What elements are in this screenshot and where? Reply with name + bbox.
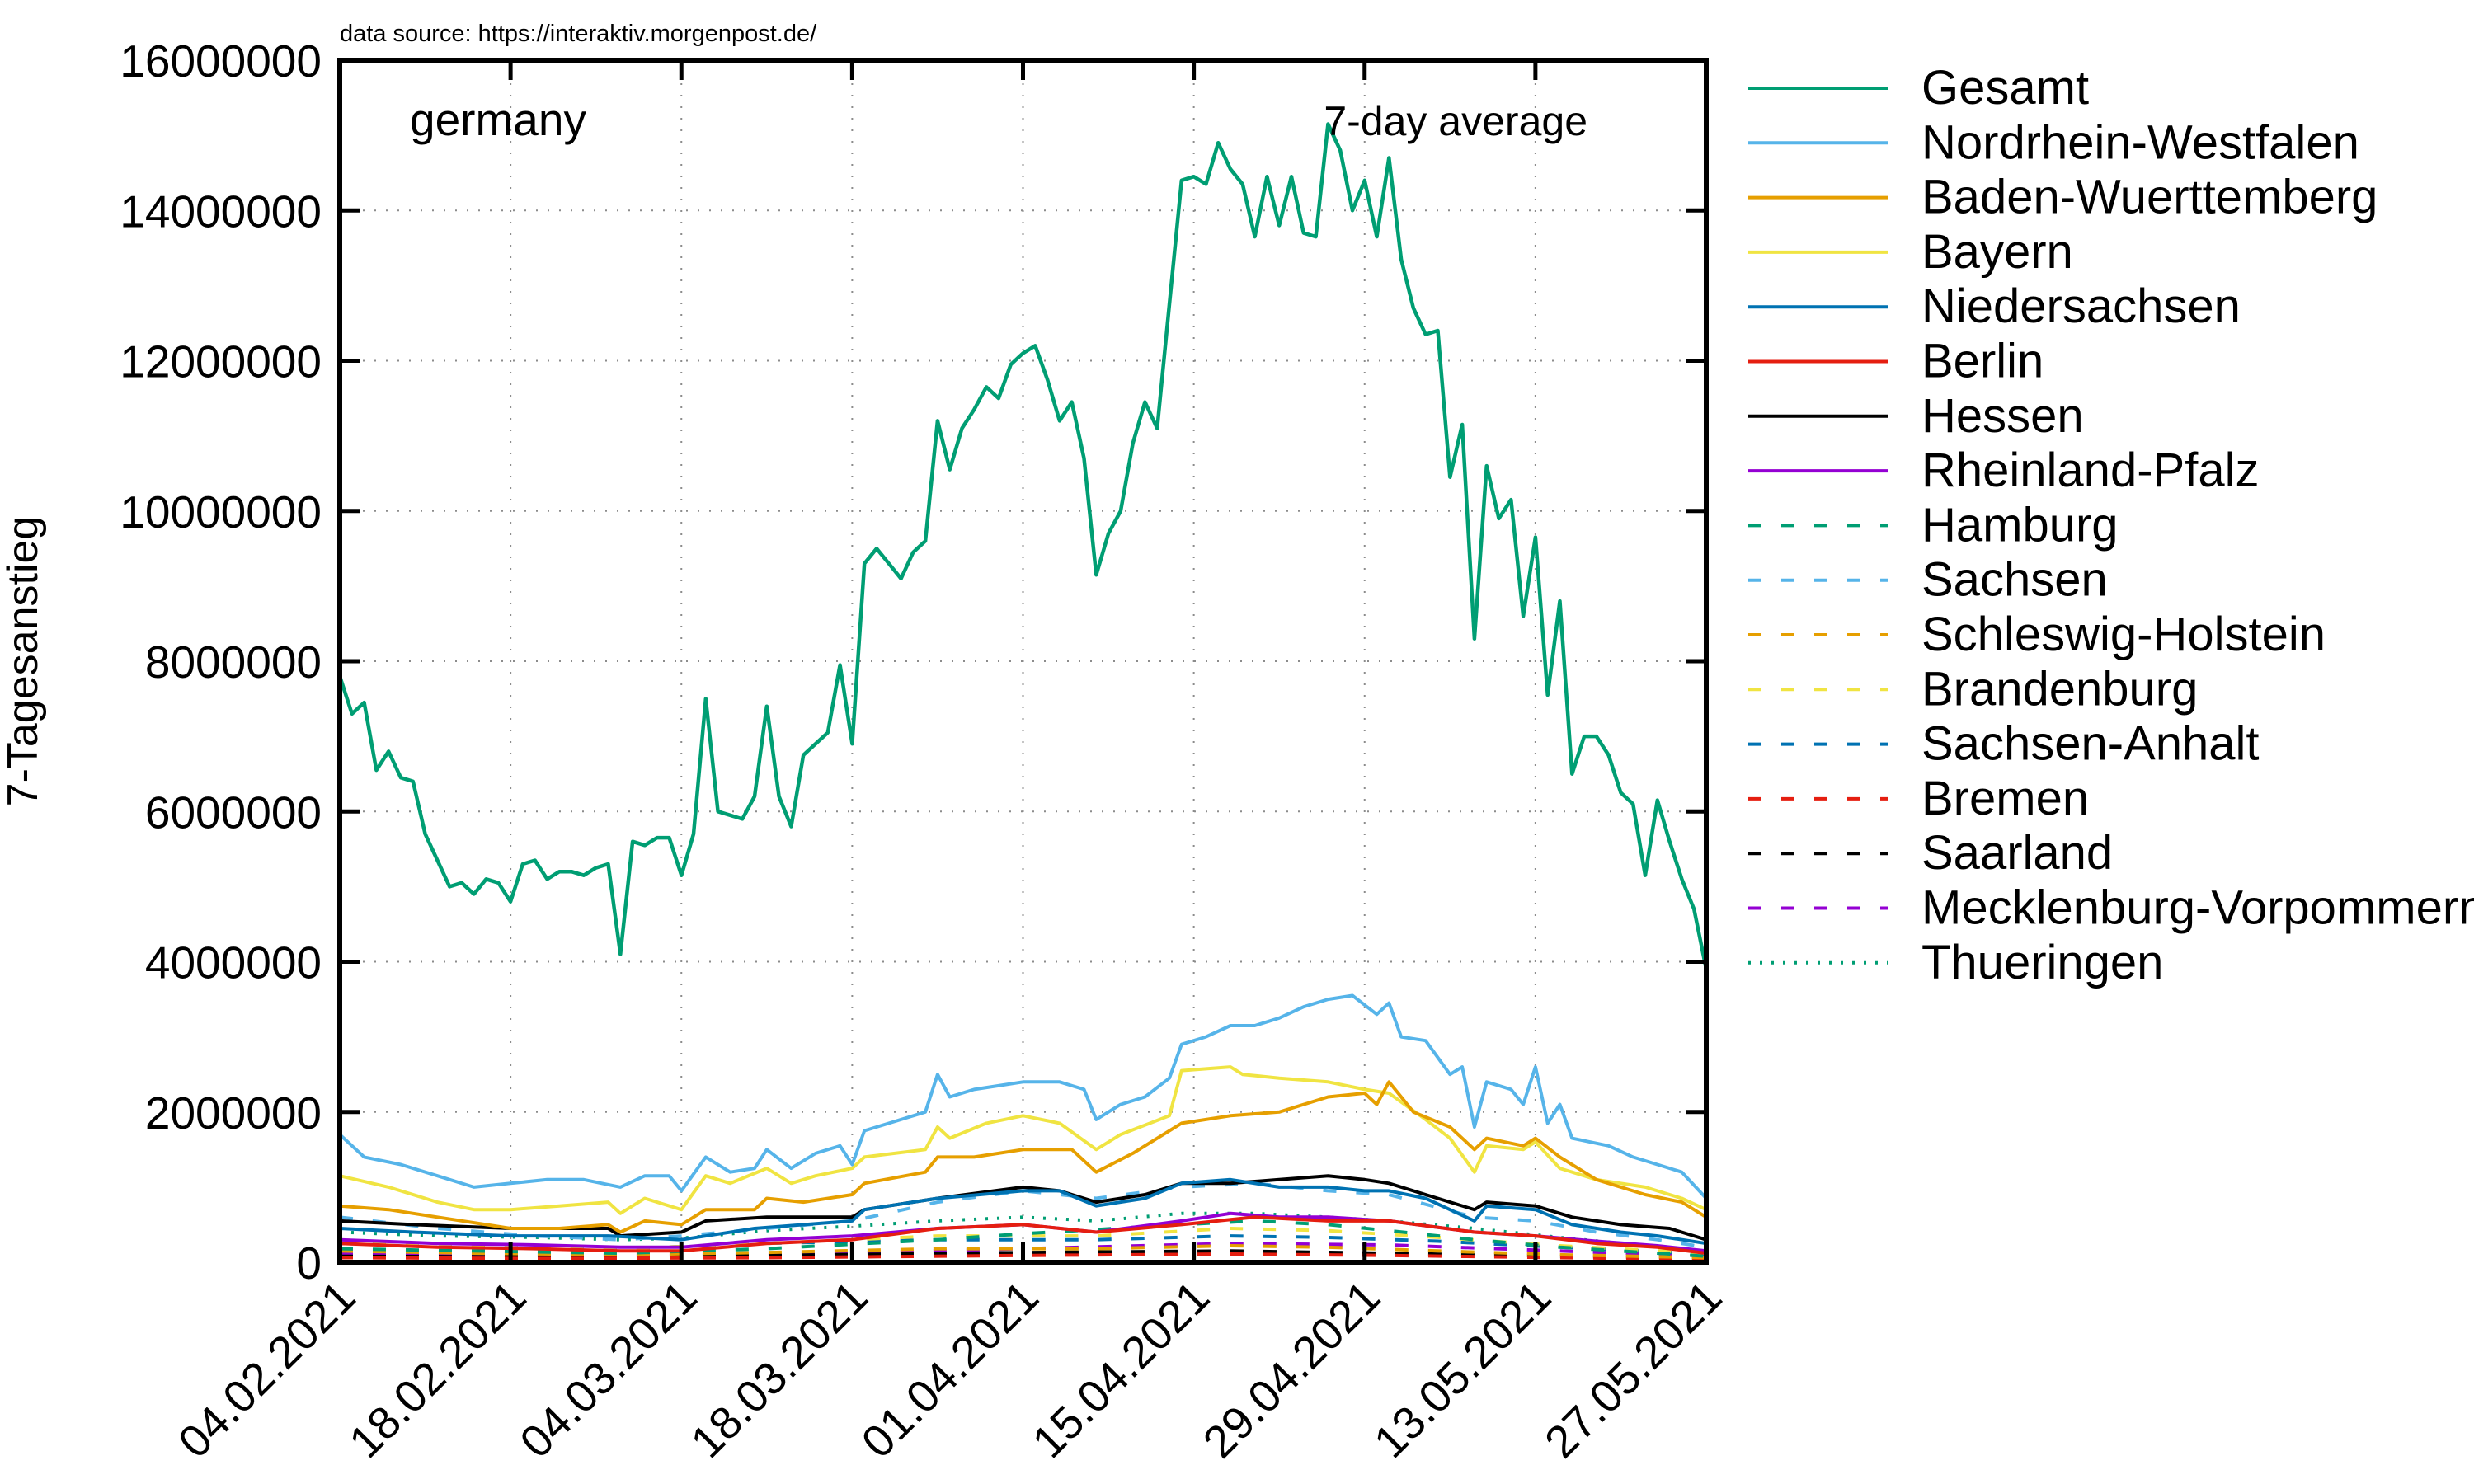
legend-item: Niedersachsen	[1748, 279, 2241, 333]
y-tick-label: 10000000	[120, 486, 322, 538]
series-line-bayern	[339, 1065, 1707, 1215]
legend-label: Bremen	[1921, 772, 2089, 825]
legend-item: Bremen	[1748, 772, 2089, 825]
legend-item: Hamburg	[1748, 498, 2119, 552]
x-tick-label: 18.02.2021	[339, 1271, 535, 1468]
x-tick-label: 27.05.2021	[1535, 1271, 1731, 1468]
legend-label: Nordrhein-Westfalen	[1921, 115, 2359, 169]
x-tick-label: 15.04.2021	[1023, 1271, 1219, 1468]
annotation-right: 7-day average	[1324, 98, 1587, 144]
legend-item: Nordrhein-Westfalen	[1748, 115, 2359, 169]
axis-layer: 0 2000000 4000000 6000000 8000000 10000000 120…	[120, 35, 1731, 1468]
legend-item: Saarland	[1748, 826, 2113, 880]
legend-item: Schleswig-Holstein	[1748, 608, 2326, 661]
x-tick-label: 13.05.2021	[1364, 1271, 1560, 1468]
legend-item: Baden-Wuerttemberg	[1748, 171, 2378, 224]
x-tick-label: 04.02.2021	[168, 1271, 365, 1468]
legend-item: Hessen	[1748, 389, 2084, 443]
series-line-niedersachsen	[339, 1177, 1707, 1246]
grid-layer	[340, 60, 1706, 1262]
y-axis-label: 7-Tagesanstieg	[0, 516, 47, 807]
series-line-nordrhein-westfalen	[338, 993, 1708, 1200]
y-tick-label: 14000000	[120, 186, 322, 237]
series-line-schleswig-holstein	[339, 1244, 1707, 1260]
legend-label: Berlin	[1921, 335, 2044, 388]
y-tick-label: 12000000	[120, 336, 322, 387]
series-line-bremen	[339, 1252, 1707, 1261]
legend-label: Gesamt	[1921, 61, 2089, 115]
legend-label: Niedersachsen	[1921, 279, 2241, 333]
legend-label: Saarland	[1921, 826, 2113, 880]
legend-item: Rheinland-Pfalz	[1748, 444, 2259, 497]
x-tick-label: 04.03.2021	[510, 1271, 706, 1468]
y-tick-label: 2000000	[145, 1087, 322, 1139]
legend-label: Hamburg	[1921, 498, 2119, 552]
y-tick-label: 8000000	[145, 636, 322, 688]
series-layer	[337, 122, 1709, 1261]
series-line-berlin	[339, 1215, 1707, 1256]
legend-item: Mecklenburg-Vorpommern	[1748, 881, 2474, 935]
legend-label: Rheinland-Pfalz	[1921, 444, 2259, 497]
legend-label: Mecklenburg-Vorpommern	[1921, 881, 2474, 935]
legend-label: Hessen	[1921, 389, 2084, 443]
series-line-baden-wuerttemberg	[339, 1080, 1708, 1234]
legend-label: Sachsen-Anhalt	[1921, 717, 2259, 771]
legend-item: Sachsen-Anhalt	[1748, 717, 2259, 771]
series-line-sachsen	[339, 1181, 1707, 1249]
annotation-left: germany	[410, 94, 586, 145]
x-tick-label: 01.04.2021	[851, 1271, 1047, 1468]
legend-item: Brandenburg	[1748, 662, 2198, 716]
legend-label: Bayern	[1921, 225, 2073, 279]
legend-item: Gesamt	[1748, 61, 2089, 115]
legend-label: Sachsen	[1921, 553, 2108, 607]
legend-label: Baden-Wuerttemberg	[1921, 171, 2378, 224]
y-tick-label: 4000000	[145, 937, 322, 989]
legend-item: Sachsen	[1748, 553, 2108, 607]
y-tick-label: 0	[296, 1237, 322, 1289]
legend-item: Bayern	[1748, 225, 2073, 279]
x-tick-label: 18.03.2021	[680, 1271, 877, 1468]
series-line-gesamt	[337, 122, 1709, 970]
legend-label: Thueringen	[1921, 936, 2163, 989]
legend-layer: GesamtNordrhein-WestfalenBaden-Wuerttemb…	[1748, 61, 2474, 989]
y-tick-label: 6000000	[145, 787, 322, 838]
legend-item: Berlin	[1748, 335, 2044, 388]
y-tick-label: 16000000	[120, 35, 322, 87]
series-line-hessen	[339, 1174, 1707, 1242]
x-tick-label: 29.04.2021	[1193, 1271, 1390, 1468]
legend-label: Schleswig-Holstein	[1921, 608, 2326, 661]
source-note: data source: https://interaktiv.morgenpo…	[340, 21, 817, 47]
legend-label: Brandenburg	[1921, 662, 2198, 716]
legend-item: Thueringen	[1748, 936, 2163, 989]
